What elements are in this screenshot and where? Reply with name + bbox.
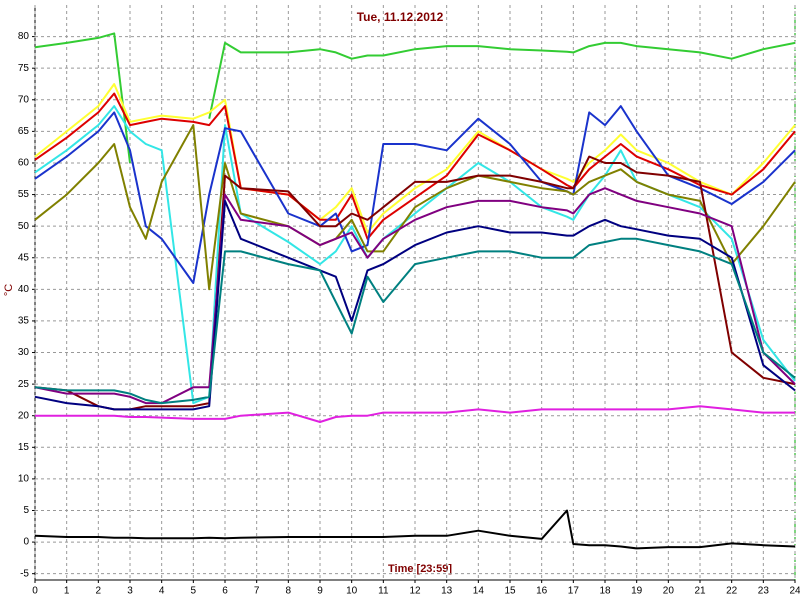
x-tick-label: 3: [127, 586, 133, 597]
series-line: [34, 509, 796, 550]
y-tick-label: -5: [20, 568, 29, 579]
x-axis-label: Time [23:59]: [388, 563, 452, 575]
y-tick-label: 60: [18, 158, 30, 169]
x-tick-label: 21: [694, 586, 706, 597]
x-tick-label: 1: [64, 586, 70, 597]
x-tick-label: 2: [96, 586, 102, 597]
series-line: [34, 92, 796, 240]
x-tick-label: 24: [789, 586, 800, 597]
y-tick-label: 10: [18, 474, 30, 485]
x-tick-label: 19: [631, 586, 643, 597]
y-tick-label: 5: [23, 505, 29, 516]
x-tick-label: 11: [378, 586, 389, 597]
x-tick-label: 17: [568, 586, 580, 597]
y-tick-label: 40: [18, 284, 30, 295]
x-tick-label: 6: [222, 586, 228, 597]
series-line: [34, 83, 796, 234]
series-line: [34, 32, 796, 164]
x-tick-label: 12: [409, 586, 421, 597]
y-tick-label: 25: [18, 379, 30, 390]
x-tick-label: 20: [663, 586, 675, 597]
y-tick-label: 35: [18, 316, 30, 327]
series-line: [34, 199, 796, 411]
y-tick-label: 55: [18, 189, 30, 200]
series-line: [34, 187, 796, 405]
y-axis-label: °C: [3, 284, 15, 296]
series-line: [35, 405, 795, 423]
x-tick-label: 8: [286, 586, 292, 597]
series-line: [34, 105, 796, 284]
x-tick-label: 23: [758, 586, 770, 597]
y-tick-label: 75: [18, 63, 30, 74]
x-tick-label: 15: [504, 586, 516, 597]
x-tick-label: 4: [159, 586, 165, 597]
series-line: [34, 155, 796, 411]
y-tick-label: 80: [18, 31, 30, 42]
y-tick-label: 45: [18, 252, 30, 263]
y-tick-label: 50: [18, 221, 30, 232]
x-tick-label: 10: [346, 586, 358, 597]
chart-title: Tue, 11.12.2012: [357, 10, 444, 24]
x-tick-label: 9: [317, 586, 323, 597]
y-tick-label: 0: [23, 537, 29, 548]
y-tick-label: 70: [18, 94, 30, 105]
series-line: [34, 237, 796, 405]
x-tick-label: 13: [441, 586, 453, 597]
y-tick-label: 20: [18, 410, 30, 421]
x-tick-label: 16: [536, 586, 548, 597]
y-tick-label: 15: [18, 442, 30, 453]
series-line: [34, 124, 796, 291]
x-tick-label: 18: [599, 586, 611, 597]
y-tick-label: 30: [18, 347, 30, 358]
y-tick-label: 65: [18, 126, 30, 137]
x-tick-label: 14: [473, 586, 485, 597]
x-tick-label: 0: [32, 586, 38, 597]
x-tick-label: 22: [726, 586, 738, 597]
x-tick-label: 7: [254, 586, 260, 597]
x-tick-label: 5: [191, 586, 197, 597]
